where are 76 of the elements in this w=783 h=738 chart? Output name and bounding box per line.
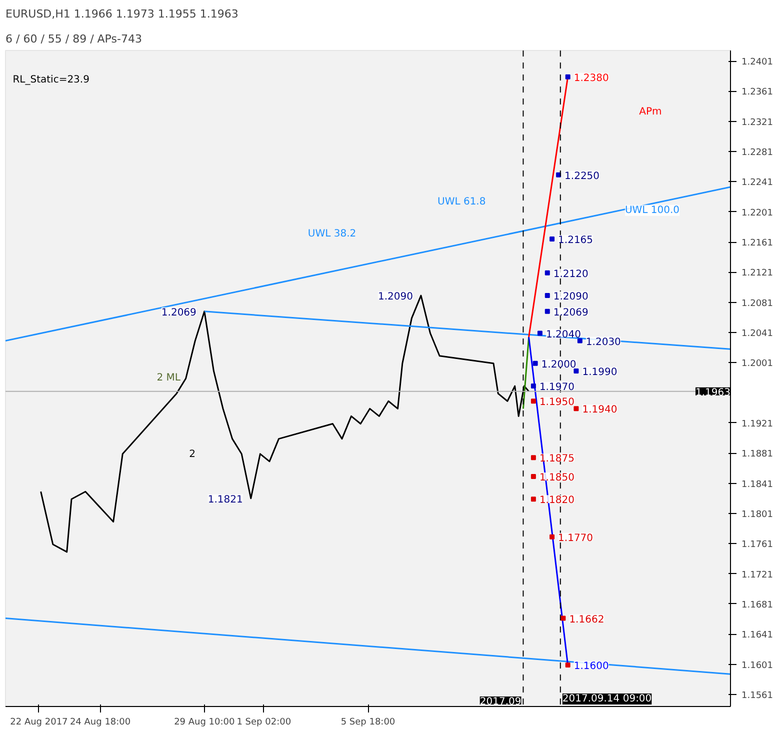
x-tick-label: 22 Aug 2017: [10, 718, 68, 728]
point: [544, 293, 550, 298]
annotation: 1.2090: [553, 292, 588, 303]
annotation: 1.1850: [539, 472, 574, 484]
annotation: 1.1821: [208, 494, 243, 506]
point: [530, 398, 536, 404]
point: [537, 330, 542, 336]
y-tick-label: 1.2041: [742, 329, 773, 340]
y-tick-label: 1.2201: [742, 208, 773, 218]
point: [544, 308, 550, 314]
annotation: 1.1875: [539, 454, 574, 465]
annotation: 2 ML: [156, 372, 181, 384]
y-tick-label: 1.1721: [742, 570, 773, 580]
y-tick-label: 1.2321: [742, 118, 773, 128]
annotation: 1.2030: [586, 336, 621, 348]
y-tick-label: 1.2241: [742, 178, 773, 188]
y-tick-label: 1.1801: [742, 510, 773, 520]
point: [574, 368, 579, 374]
point: [560, 616, 566, 621]
y-tick-label: 1.2001: [742, 359, 773, 370]
annotation: 1.1990: [582, 366, 618, 378]
annotation: 1.1770: [558, 532, 594, 544]
annotation: UWL 100.0: [624, 204, 680, 216]
point: [530, 474, 536, 480]
annotation: 1.2120: [553, 268, 588, 280]
annotation: 1.1970: [539, 382, 574, 394]
point: [577, 338, 582, 344]
annotation: 1.1662: [569, 614, 604, 626]
x-tick-label: 24 Aug 18:00: [70, 718, 131, 728]
y-tick-label: 1.2281: [742, 148, 773, 158]
annotation: 1.1950: [539, 397, 574, 408]
point: [530, 496, 536, 502]
chart-title: EURUSD,H1 1.1966 1.1973 1.1955 1.1963: [6, 8, 238, 20]
y-tick-label: 1.1841: [742, 480, 773, 490]
point: [574, 406, 579, 412]
annotation: 1.1600: [574, 661, 609, 672]
y-tick-label: 1.1681: [742, 600, 773, 610]
point: [565, 662, 570, 668]
point: [565, 74, 570, 80]
annotation: 1.1940: [582, 404, 618, 416]
annotation: 1.2069: [161, 307, 196, 318]
annotation: 1.2000: [541, 359, 576, 370]
annotation: 1.2090: [378, 292, 413, 303]
point: [530, 455, 536, 460]
annotation: 2: [189, 448, 196, 460]
y-tick-label: 1.1561: [742, 690, 773, 701]
y-tick-label: 1.1601: [742, 660, 773, 671]
point: [532, 360, 538, 366]
point: [550, 236, 555, 242]
x-tick-label: 5 Sep 18:00: [340, 718, 396, 728]
y-tick-label: 1.2361: [742, 88, 773, 98]
x-tick-label: 1 Sep 02:00: [236, 718, 292, 728]
annotation: 1.1820: [539, 495, 574, 506]
annotation: UWL 38.2: [308, 228, 356, 240]
annotation: RL_Static=23.9: [12, 74, 90, 86]
point: [550, 534, 555, 540]
annotation: 1.2165: [558, 235, 594, 246]
annotation: 1.2040: [546, 329, 581, 340]
annotation: 1.2250: [564, 170, 600, 182]
annotation: UWL 61.8: [438, 196, 486, 208]
y-tick-label: 1.2121: [742, 268, 773, 279]
annotation: APm: [639, 106, 662, 118]
y-tick-label: 1.1761: [742, 540, 773, 550]
y-tick-label: 1.1881: [742, 450, 773, 460]
point: [544, 270, 550, 276]
y-tick-label: 1.2401: [742, 58, 773, 68]
ref-line-label: 2017.09.14 09:00: [562, 694, 652, 704]
x-tick-label: 29 Aug 10:00: [174, 718, 236, 728]
point: [530, 384, 536, 389]
annotation: 1.2380: [574, 72, 609, 84]
annotation: 1.2069: [553, 307, 588, 318]
chart-subtitle: 6 / 60 / 55 / 89 / APs-743: [6, 32, 142, 46]
y-tick-label: 1.1921: [742, 419, 773, 430]
y-tick-label: 1.2081: [742, 298, 773, 309]
y-tick-label: 1.1641: [742, 630, 773, 641]
y-tick-label: 1.2161: [742, 238, 773, 249]
